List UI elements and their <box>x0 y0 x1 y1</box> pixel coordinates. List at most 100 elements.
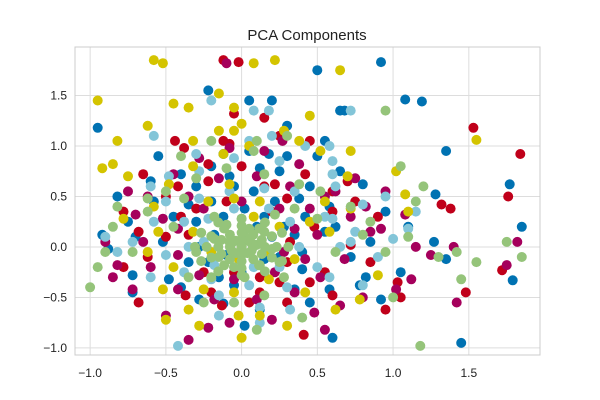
scatter-point <box>142 206 153 217</box>
scatter-point <box>259 290 270 301</box>
scatter-point <box>380 304 391 315</box>
scatter-point <box>168 221 179 232</box>
scatter-point <box>395 161 406 172</box>
y-axis-ticks: −1.0 −0.5 0.0 0.5 1.0 1.5 <box>43 88 67 354</box>
scatter-point <box>289 203 300 214</box>
scatter-point <box>236 161 247 172</box>
scatter-point <box>191 149 202 159</box>
scatter-point <box>503 191 514 202</box>
scatter-point <box>315 272 326 283</box>
scatter-point <box>516 221 527 232</box>
scatter-point <box>85 282 96 293</box>
scatter-point <box>304 110 315 121</box>
scatter-point <box>372 252 383 262</box>
scatter-point <box>319 324 330 335</box>
scatter-point <box>170 135 180 146</box>
scatter-point <box>188 161 199 172</box>
scatter-point <box>229 102 239 113</box>
scatter-point <box>191 216 202 227</box>
scatter-point <box>203 176 214 187</box>
scatter-point <box>251 171 262 182</box>
scatter-point <box>445 203 456 214</box>
scatter-point <box>406 274 417 285</box>
scatter-point <box>259 146 270 156</box>
scatter-point <box>196 227 207 238</box>
scatter-point <box>123 186 133 197</box>
scatter-point <box>315 146 326 156</box>
scatter-point <box>372 270 383 281</box>
scatter-point <box>183 334 194 345</box>
scatter-point <box>365 216 376 227</box>
scatter-point <box>201 241 212 252</box>
scatter-point <box>309 307 320 318</box>
scatter-point <box>160 196 171 207</box>
scatter-point <box>233 57 244 68</box>
scatter-point <box>236 227 247 238</box>
scatter-point <box>471 257 482 268</box>
scatter-point <box>203 322 214 333</box>
scatter-points <box>85 55 527 351</box>
scatter-point <box>365 257 376 268</box>
scatter-point <box>269 209 280 220</box>
scatter-point <box>92 262 103 273</box>
scatter-point <box>248 211 259 222</box>
scatter-point <box>451 247 462 257</box>
scatter-point <box>148 216 159 227</box>
scatter-point <box>266 314 277 325</box>
scatter-point <box>403 206 414 217</box>
scatter-point <box>168 262 179 273</box>
scatter-point <box>157 284 168 295</box>
scatter-point <box>319 211 330 222</box>
scatter-point <box>236 270 247 281</box>
chart-title: PCA Components <box>247 27 366 44</box>
scatter-point <box>236 118 247 129</box>
scatter-point <box>157 213 168 224</box>
scatter-point <box>415 340 426 351</box>
x-axis-ticks: −1.0 −0.5 0.0 0.5 1.0 1.5 <box>78 366 477 380</box>
scatter-point <box>118 213 129 224</box>
scatter-point <box>107 272 118 283</box>
scatter-point <box>179 143 190 153</box>
scatter-point <box>179 216 190 227</box>
scatter-point <box>194 193 205 204</box>
scatter-point <box>300 287 311 298</box>
scatter-point <box>216 249 227 259</box>
scatter-point <box>345 105 356 116</box>
y-tick-label: 1.5 <box>50 88 67 102</box>
scatter-point <box>221 196 232 207</box>
scatter-point <box>327 213 338 224</box>
scatter-point <box>176 151 186 162</box>
scatter-point <box>274 166 285 177</box>
scatter-point <box>304 297 315 308</box>
scatter-point <box>160 231 171 242</box>
scatter-point <box>194 320 205 331</box>
scatter-point <box>176 169 186 180</box>
scatter-point <box>471 134 482 145</box>
scatter-point <box>224 171 235 182</box>
scatter-point <box>142 193 153 204</box>
scatter-point <box>203 196 214 207</box>
scatter-point <box>391 284 402 295</box>
scatter-point <box>304 181 315 192</box>
scatter-point <box>441 146 452 156</box>
scatter-point <box>236 220 247 231</box>
scatter-point <box>256 249 267 259</box>
scatter-point <box>416 96 427 107</box>
scatter-point <box>324 141 335 151</box>
scatter-point <box>168 98 179 109</box>
scatter-point <box>277 256 287 267</box>
scatter-point <box>145 272 156 283</box>
scatter-point <box>380 105 391 116</box>
scatter-point <box>213 290 224 301</box>
x-tick-label: 0.0 <box>233 366 250 380</box>
scatter-point <box>516 252 527 262</box>
scatter-point <box>319 196 330 207</box>
scatter-point <box>198 284 209 295</box>
scatter-point <box>345 211 356 222</box>
scatter-point <box>191 203 202 214</box>
scatter-point <box>203 159 214 170</box>
scatter-point <box>190 241 200 252</box>
scatter-point <box>213 310 224 321</box>
scatter-point <box>350 226 361 237</box>
scatter-point <box>269 196 280 207</box>
